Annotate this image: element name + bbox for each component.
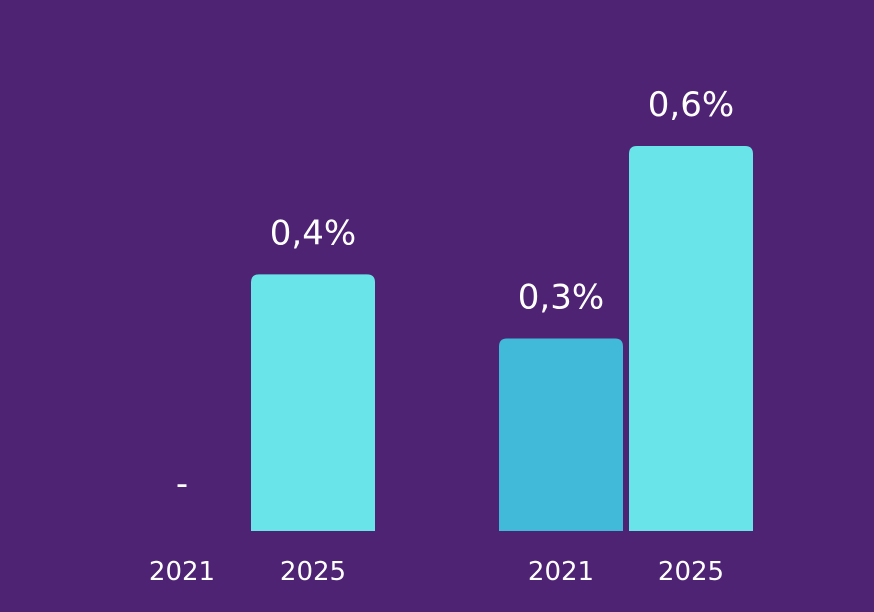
year-tick-group2-2025: 2025 xyxy=(658,557,724,587)
year-tick-group1-2025: 2025 xyxy=(280,557,346,587)
value-label-group2-2025: 0,6% xyxy=(648,85,734,125)
year-tick-group1-2021: 2021 xyxy=(149,557,215,587)
bar-group2-2021 xyxy=(499,338,623,531)
value-label-group2-2021: 0,3% xyxy=(518,278,604,318)
value-label-group1-2025: 0,4% xyxy=(270,213,356,253)
year-tick-group2-2021: 2021 xyxy=(528,557,594,587)
bar-group2-2025 xyxy=(629,146,753,531)
bar-group1-2025 xyxy=(251,274,375,531)
value-label-group1-2021: - xyxy=(176,464,188,504)
